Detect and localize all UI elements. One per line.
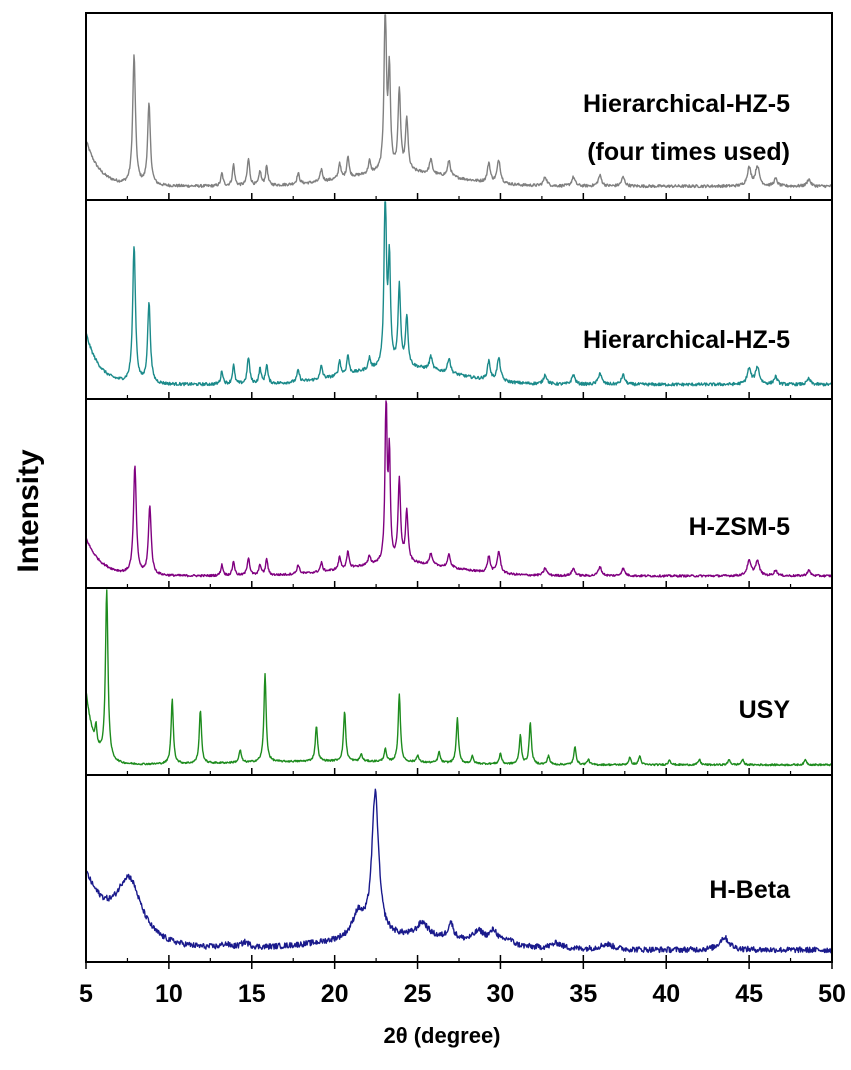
- panel-1: Hierarchical-HZ-5 (four times used): [85, 12, 833, 201]
- series-label-2: Hierarchical-HZ-5: [583, 326, 790, 354]
- x-tick-label-7: 40: [652, 980, 680, 1008]
- series-label-1-line-2: (four times used): [587, 138, 790, 166]
- series-line-3: [85, 400, 833, 578]
- x-tick-label-5: 30: [487, 980, 515, 1008]
- x-tick-label-9: 50: [818, 980, 846, 1008]
- x-axis-title: 2θ (degree): [383, 1023, 500, 1048]
- x-tick-label-8: 45: [735, 980, 763, 1008]
- panel-frame-3: [85, 398, 833, 589]
- series-line-4: [85, 589, 833, 767]
- series-line-2: [85, 201, 833, 387]
- panel-2: Hierarchical-HZ-5: [85, 199, 833, 400]
- x-tick-label-0: 5: [79, 980, 93, 1008]
- panel-3: H-ZSM-5: [85, 398, 833, 589]
- series-label-5: H-Beta: [709, 876, 791, 904]
- panel-frame-5: [85, 774, 833, 963]
- x-tick-label-4: 25: [404, 980, 432, 1008]
- series-line-5: [85, 788, 833, 954]
- series-line-1: [85, 14, 833, 189]
- panel-5: H-Beta: [85, 774, 833, 963]
- series-label-3: H-ZSM-5: [689, 513, 790, 541]
- panel-4: USY: [85, 587, 833, 776]
- x-tick-label-3: 20: [321, 980, 349, 1008]
- series-label-1-line-1: Hierarchical-HZ-5: [583, 90, 790, 118]
- x-tick-label-1: 10: [155, 980, 183, 1008]
- series-label-4: USY: [739, 696, 791, 724]
- panel-frame-2: [85, 199, 833, 400]
- x-tick-label-2: 15: [238, 980, 266, 1008]
- y-axis-title: Intensity: [12, 449, 45, 573]
- x-tick-label-6: 35: [569, 980, 597, 1008]
